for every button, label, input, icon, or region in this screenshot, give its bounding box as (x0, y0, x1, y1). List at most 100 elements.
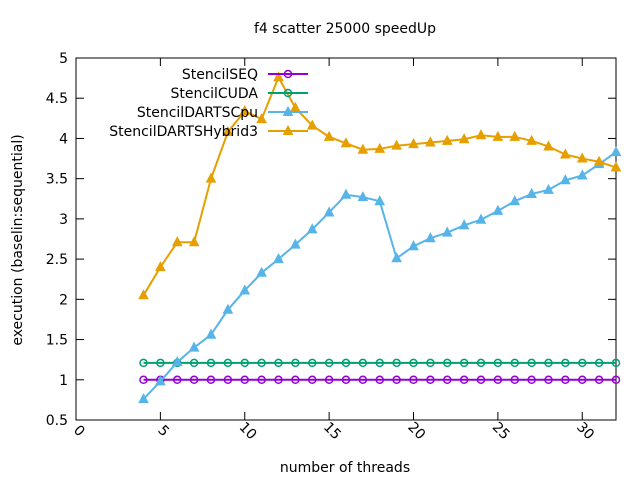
data-point (593, 155, 605, 166)
data-point (560, 148, 571, 159)
data-point (610, 161, 622, 172)
data-point (578, 375, 587, 385)
data-point (171, 236, 183, 247)
data-point (358, 375, 368, 385)
data-point (425, 136, 436, 147)
data-point (239, 284, 251, 295)
data-point (375, 358, 384, 368)
data-point (544, 358, 553, 368)
data-point (357, 143, 369, 154)
data-point (139, 358, 148, 368)
y-tick-label: 4 (59, 131, 68, 147)
y-axis-label: execution (baselin:sequential) (10, 134, 26, 345)
data-point (308, 375, 317, 385)
plot-area: 0.5 1 1.5 2 2.5 3 3.5 4 4.5 5 0 5 10 15 20 25 30 StencilS… (46, 51, 622, 443)
data-point (257, 375, 266, 385)
data-point (441, 134, 453, 145)
data-point (171, 356, 183, 367)
data-point (509, 130, 521, 141)
x-tick-label: 10 (236, 419, 260, 443)
data-point (256, 266, 267, 277)
data-point (459, 375, 469, 385)
data-point (576, 152, 588, 163)
data-point (374, 142, 386, 153)
data-point (408, 138, 419, 149)
data-point (560, 174, 571, 185)
data-point (138, 289, 149, 300)
data-point (357, 191, 369, 202)
y-tick-label: 5 (59, 51, 68, 67)
data-point (306, 223, 318, 234)
data-point (443, 358, 452, 368)
data-point (222, 303, 234, 314)
data-point (493, 375, 503, 385)
data-point (409, 358, 418, 368)
data-point (561, 358, 570, 368)
data-point (222, 125, 234, 137)
data-point (544, 375, 553, 385)
x-tick-label: 15 (320, 419, 344, 443)
data-point (543, 140, 554, 151)
data-point (409, 375, 418, 385)
data-point (291, 375, 300, 385)
data-point (459, 358, 469, 368)
data-point (526, 187, 537, 198)
data-point (392, 358, 401, 368)
data-point (239, 105, 251, 116)
data-point (526, 134, 537, 145)
data-point (205, 172, 217, 183)
data-point (256, 113, 267, 124)
data-point (273, 71, 284, 82)
x-axis-label: number of threads (280, 460, 410, 476)
data-point (458, 133, 470, 144)
data-point (341, 375, 351, 385)
data-point (323, 130, 335, 141)
data-point (610, 146, 622, 157)
plot-frame (75, 57, 617, 421)
legend-label: StencilCUDA (171, 86, 259, 102)
data-point (475, 129, 487, 140)
data-point (458, 219, 470, 230)
legend-label: StencilSEQ (182, 67, 258, 83)
data-point (223, 358, 233, 368)
data-point (425, 232, 436, 243)
data-point (611, 375, 621, 385)
data-point (341, 358, 351, 368)
data-point (476, 375, 486, 385)
x-tick-label: 25 (489, 419, 513, 443)
data-point (510, 375, 519, 385)
data-point (441, 226, 453, 237)
data-point (426, 375, 435, 385)
data-point (476, 358, 486, 368)
data-point (475, 213, 487, 224)
data-point (323, 206, 335, 217)
y-tick-label: 2.5 (46, 252, 68, 268)
y-tick-label: 3 (59, 212, 68, 228)
data-point (205, 328, 217, 339)
data-point (240, 358, 249, 368)
data-point (240, 375, 249, 385)
data-point (611, 358, 621, 368)
data-point (189, 358, 199, 368)
data-point (408, 240, 419, 251)
x-tick-label: 20 (404, 419, 428, 443)
data-point (139, 375, 148, 385)
data-point (290, 238, 301, 249)
data-point (274, 358, 283, 368)
data-point (189, 375, 199, 385)
data-point (206, 358, 216, 368)
data-point (443, 375, 452, 385)
data-point (257, 358, 266, 368)
data-point (509, 195, 521, 206)
data-point (578, 358, 587, 368)
data-point (392, 375, 401, 385)
data-point (594, 358, 604, 368)
legend-marker (283, 69, 293, 79)
data-point (375, 375, 384, 385)
x-tick-label: 5 (154, 422, 172, 440)
legend-marker (283, 88, 293, 98)
data-point (308, 358, 317, 368)
data-point (291, 358, 300, 368)
y-tick-label: 2 (59, 292, 68, 308)
